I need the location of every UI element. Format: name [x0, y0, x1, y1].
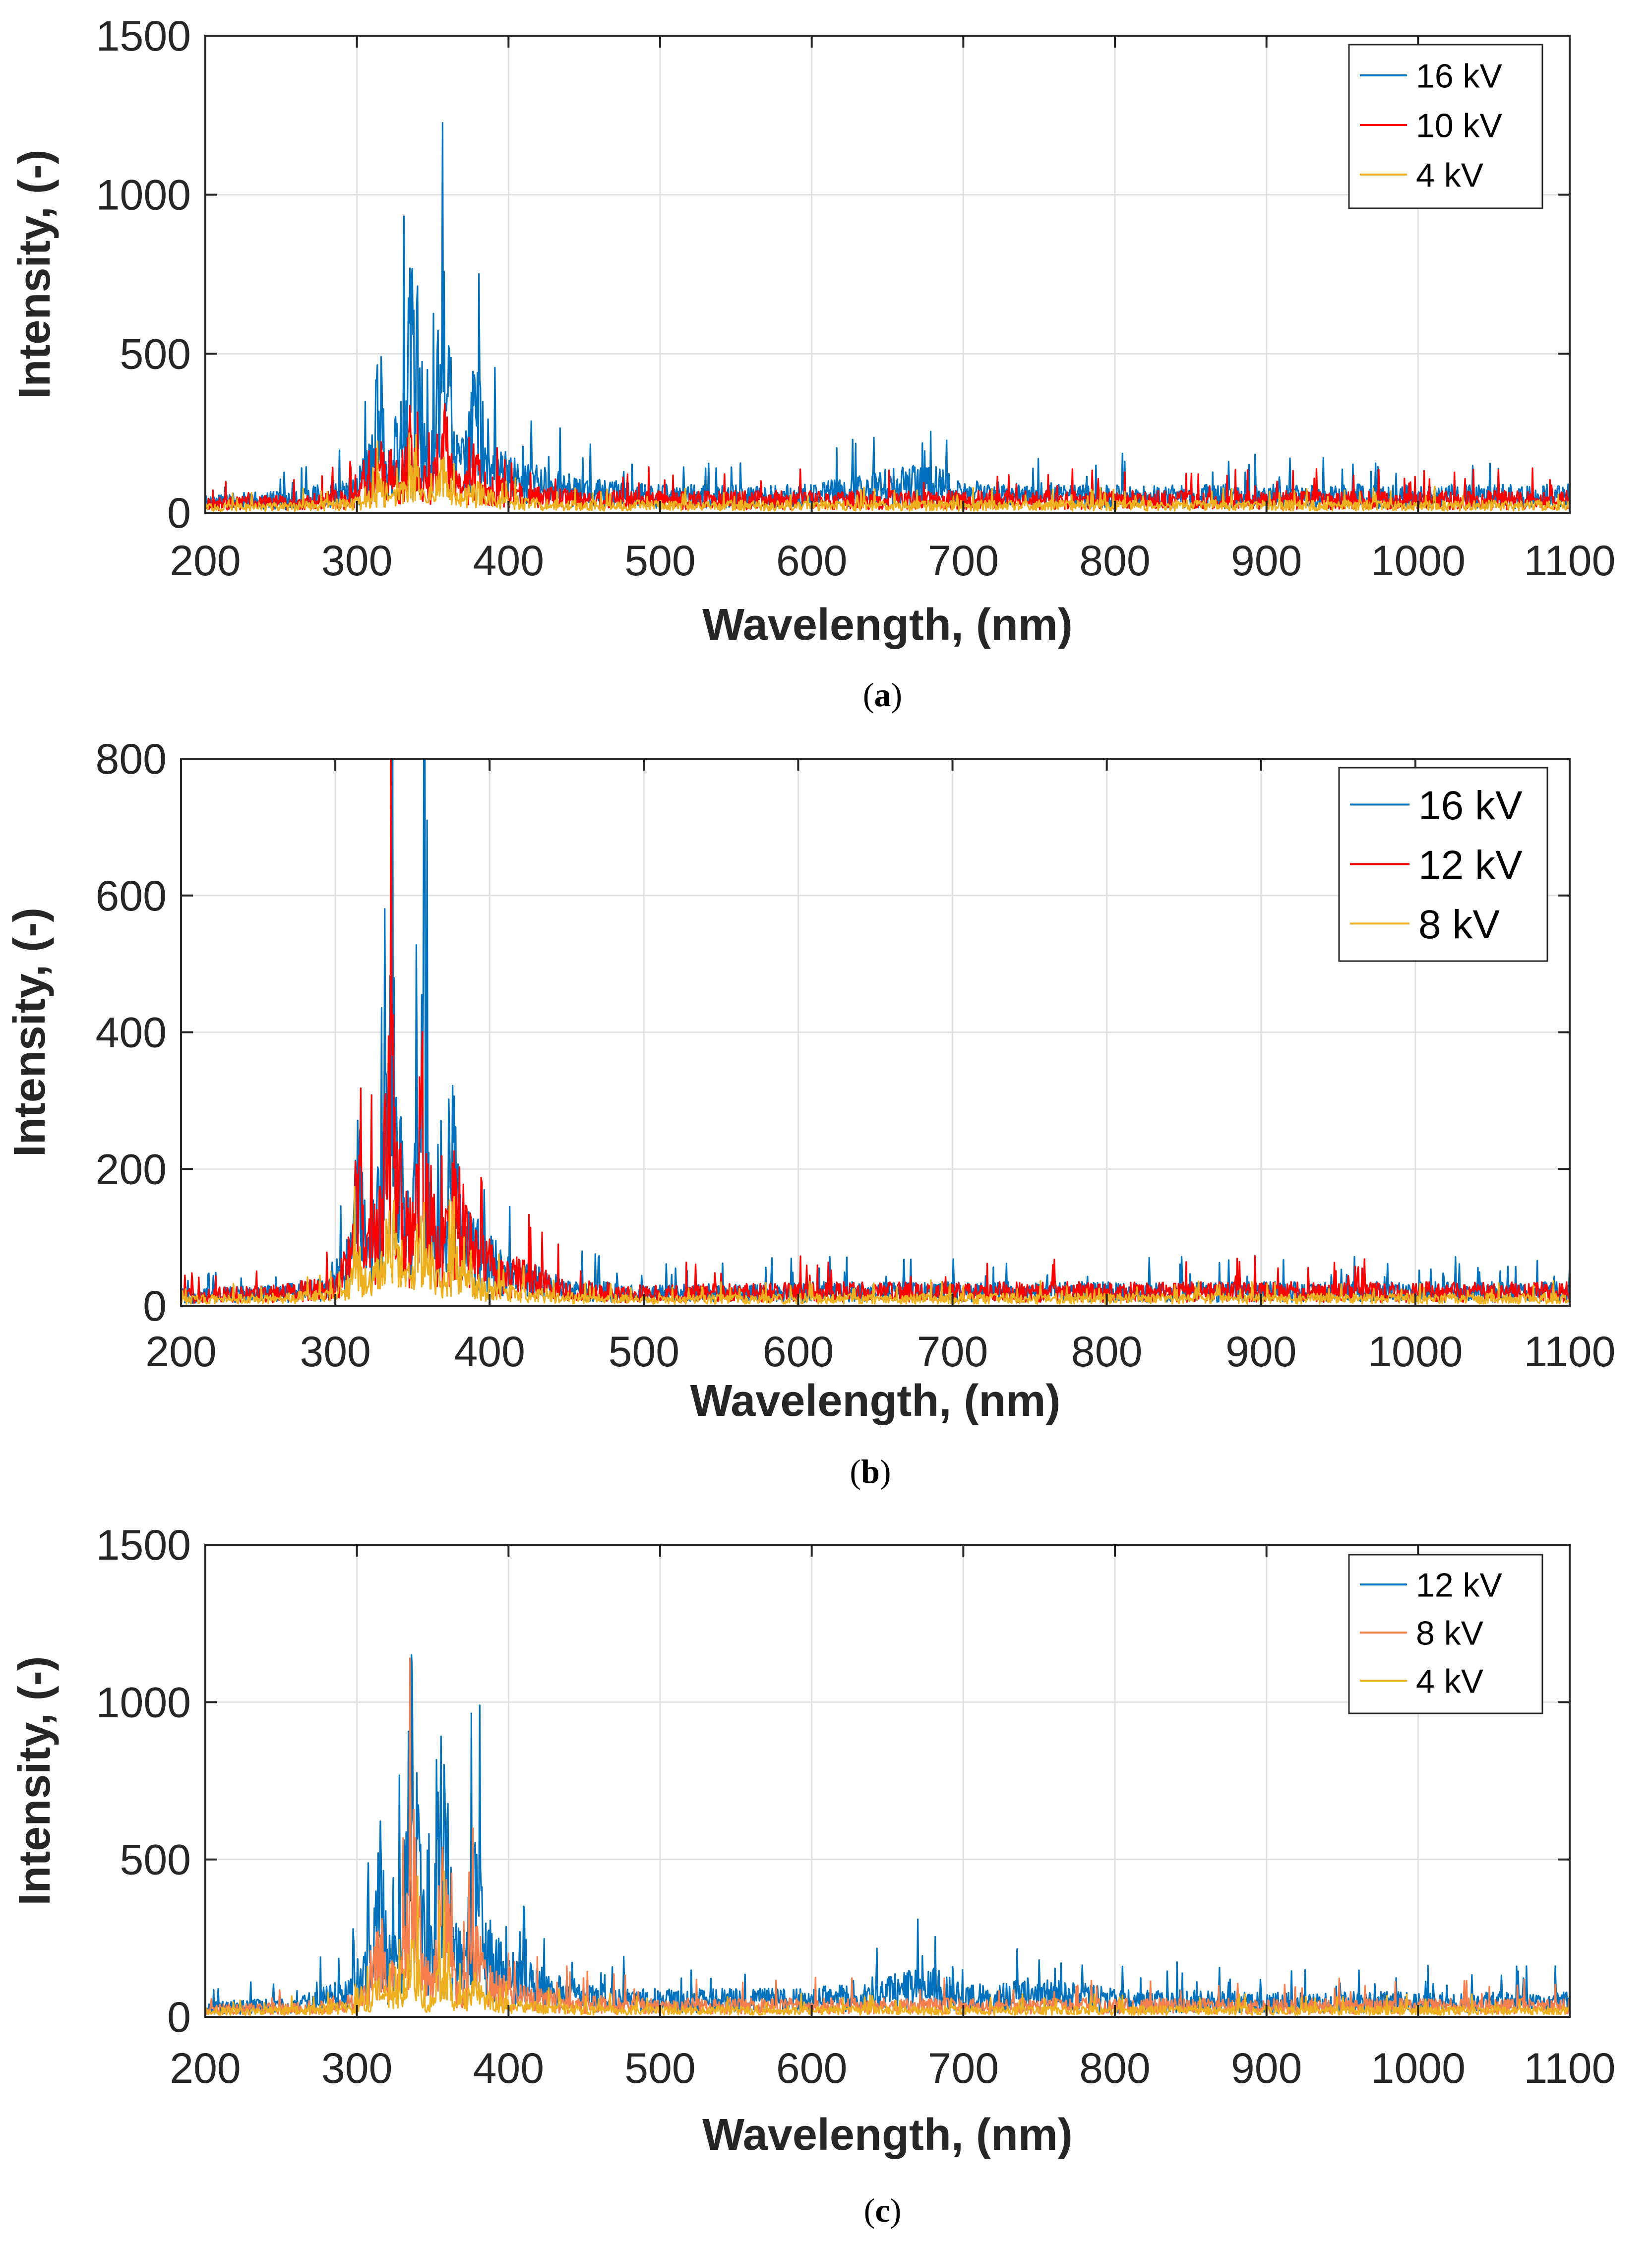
legend-label: 16 kV	[1416, 57, 1503, 95]
legend-label: 12 kV	[1418, 843, 1523, 888]
x-tick-label: 1000	[1371, 537, 1466, 585]
x-tick-label: 600	[763, 1328, 834, 1376]
y-tick-label: 1000	[96, 172, 191, 219]
legend-label: 12 kV	[1416, 1567, 1503, 1604]
x-tick-label: 300	[321, 537, 393, 585]
y-tick-label: 0	[143, 1282, 167, 1330]
panel-caption: (c)	[864, 2191, 902, 2229]
x-tick-label: 1000	[1368, 1328, 1463, 1376]
x-tick-label: 400	[454, 1328, 525, 1376]
legend-box	[1348, 44, 1543, 209]
x-tick-label: 600	[776, 537, 848, 585]
axes-box	[204, 1544, 1571, 2018]
x-axis-title: Wavelength, (nm)	[702, 2110, 1073, 2160]
x-tick-label: 400	[473, 2045, 545, 2092]
x-tick-label: 700	[917, 1328, 988, 1376]
y-tick-label: 1500	[96, 12, 191, 60]
legend-label: 8 kV	[1416, 1615, 1484, 1652]
x-tick-label: 200	[145, 1328, 217, 1376]
legend-label: 4 kV	[1416, 1663, 1484, 1700]
panel-caption: (a)	[863, 676, 902, 714]
x-tick-label: 200	[170, 537, 241, 585]
y-axis-title: Intensity, (-)	[10, 149, 60, 399]
x-tick-label: 200	[170, 2045, 241, 2092]
y-tick-label: 1500	[96, 1521, 191, 1569]
legend-label: 4 kV	[1416, 156, 1484, 194]
x-axis-title: Wavelength, (nm)	[690, 1376, 1061, 1426]
x-tick-label: 700	[928, 2045, 999, 2092]
x-tick-label: 300	[321, 2045, 393, 2092]
legend-label: 8 kV	[1418, 902, 1500, 947]
x-tick-label: 700	[928, 537, 999, 585]
x-tick-label: 300	[300, 1328, 371, 1376]
x-tick-label: 1100	[1524, 2045, 1616, 2092]
x-tick-label: 800	[1071, 1328, 1143, 1376]
x-tick-label: 800	[1079, 537, 1151, 585]
axes-box	[204, 35, 1571, 514]
y-tick-label: 400	[96, 1009, 167, 1057]
y-tick-label: 200	[96, 1146, 167, 1193]
chart-panel-b: 200 300 400 500 600 700 800 900 1000 110002004006…	[5, 735, 1616, 1490]
x-tick-label: 500	[624, 2045, 696, 2092]
x-tick-label: 900	[1225, 1328, 1297, 1376]
y-axis-title: Intensity, (-)	[5, 908, 55, 1157]
legend-label: 10 kV	[1416, 107, 1503, 144]
x-tick-label: 600	[776, 2045, 848, 2092]
x-tick-label: 800	[1079, 2045, 1151, 2092]
y-tick-label: 0	[167, 1994, 191, 2041]
series-line-12-kv	[181, 759, 1570, 1304]
x-tick-label: 900	[1231, 2045, 1302, 2092]
x-tick-label: 1100	[1524, 537, 1616, 585]
y-tick-label: 500	[120, 330, 191, 378]
x-axis-title: Wavelength, (nm)	[702, 600, 1073, 650]
x-tick-label: 500	[609, 1328, 680, 1376]
legend-box	[1348, 1554, 1543, 1714]
y-tick-label: 0	[167, 489, 191, 537]
y-tick-label: 500	[120, 1836, 191, 1884]
x-tick-label: 500	[624, 537, 696, 585]
chart-panel-c: 200 300 400 500 600 700 800 900 1000 1100 0 500 1000…	[10, 1521, 1615, 2229]
y-tick-label: 600	[96, 872, 167, 920]
y-tick-label: 1000	[96, 1679, 191, 1726]
x-tick-label: 900	[1231, 537, 1302, 585]
series-line-4-kv	[205, 432, 1570, 512]
legend-label: 16 kV	[1418, 783, 1523, 828]
series-line-8-kv	[181, 1186, 1570, 1305]
plot-area	[205, 1545, 1570, 2017]
x-tick-label: 1100	[1524, 1328, 1616, 1376]
chart-panel-a: 200 300 400 500 600 700 800 900 1000 1100 0 500 1000…	[10, 12, 1615, 714]
x-tick-label: 1000	[1371, 2045, 1466, 2092]
y-axis-title: Intensity, (-)	[10, 1656, 60, 1905]
y-tick-label: 800	[96, 735, 167, 783]
x-tick-label: 400	[473, 537, 545, 585]
panel-caption: (b)	[850, 1453, 891, 1490]
series-line-4-kv	[205, 1870, 1570, 2016]
